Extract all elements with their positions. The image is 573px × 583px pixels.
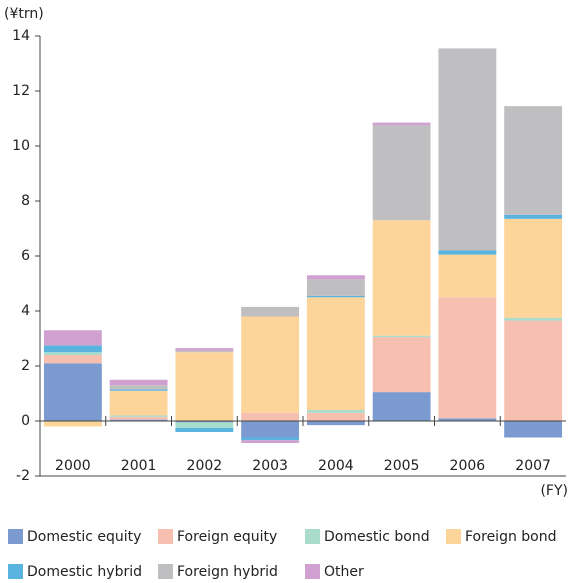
bar-segment — [504, 214, 563, 219]
bar-segment — [43, 345, 102, 353]
bar-segment — [109, 416, 168, 420]
legend-swatch — [8, 529, 23, 544]
bar-segment — [175, 352, 234, 421]
bar-segment — [175, 422, 234, 428]
x-tick-label: 2001 — [121, 458, 157, 474]
bar-segment — [43, 421, 102, 427]
y-tick-label: 0 — [21, 413, 30, 429]
legend-swatch — [158, 529, 173, 544]
legend-label: Other — [324, 564, 364, 580]
bar-segment — [241, 306, 300, 317]
bar-segment — [372, 337, 431, 393]
x-tick-label: 2004 — [318, 458, 354, 474]
bar-segment — [109, 419, 168, 421]
bar-segment — [438, 250, 497, 255]
x-tick-label: 2003 — [252, 458, 288, 474]
bar-segment — [43, 352, 102, 355]
bar-segment — [241, 316, 300, 413]
bar-segment — [109, 415, 168, 417]
bar-segment — [306, 275, 365, 280]
bar-segment — [109, 389, 168, 391]
bar-segment — [109, 385, 168, 390]
legend-swatch — [8, 564, 23, 579]
x-tick-label: 2005 — [384, 458, 420, 474]
bar-segment — [241, 421, 300, 438]
bar-segment — [306, 295, 365, 298]
x-axis-label: (FY) — [540, 483, 568, 499]
bar-segment — [372, 392, 431, 421]
legend-label: Domestic hybrid — [27, 564, 142, 580]
bar-segment — [438, 418, 497, 421]
legend-label: Foreign bond — [465, 529, 557, 545]
y-tick-label: -2 — [16, 468, 30, 484]
x-tick-label: 2007 — [515, 458, 551, 474]
legend-label: Domestic bond — [324, 529, 430, 545]
y-axis-label: (¥trn) — [4, 6, 44, 22]
y-tick-label: 6 — [21, 248, 30, 264]
y-tick-label: 10 — [12, 138, 30, 154]
bar-segment — [109, 390, 168, 416]
bar-segment — [175, 348, 234, 351]
bar-segment — [372, 125, 431, 221]
bar-segment — [175, 350, 234, 353]
bar-segment — [43, 330, 102, 346]
bar-segment — [43, 363, 102, 421]
bar-segment — [306, 412, 365, 421]
bar-segment — [241, 412, 300, 421]
y-tick-label: 4 — [21, 303, 30, 319]
bar-segment — [175, 427, 234, 432]
y-tick-label: 12 — [12, 83, 30, 99]
bar-segment — [175, 421, 234, 423]
y-tick-label: 2 — [21, 358, 30, 374]
bar-segment — [306, 410, 365, 413]
bar-segment — [306, 421, 365, 426]
bar-segment — [504, 421, 563, 438]
x-tick-label: 2006 — [450, 458, 486, 474]
bar-segment — [438, 254, 497, 298]
legend-label: Domestic equity — [27, 529, 141, 545]
bar-segment — [504, 320, 563, 421]
bar-segment — [241, 440, 300, 443]
legend-swatch — [305, 564, 320, 579]
bar-segment — [372, 122, 431, 126]
y-tick-label: 14 — [12, 28, 30, 44]
legend-swatch — [158, 564, 173, 579]
y-tick-label: 8 — [21, 193, 30, 209]
bar-segment — [372, 220, 431, 336]
bar-segment — [241, 437, 300, 441]
bar-segment — [372, 335, 431, 338]
legend-label: Foreign hybrid — [177, 564, 278, 580]
bar-segment — [306, 297, 365, 410]
bar-segment — [504, 317, 563, 321]
bar-segment — [109, 379, 168, 386]
x-tick-label: 2002 — [187, 458, 223, 474]
bar-segment — [438, 48, 497, 251]
bar-segment — [438, 297, 497, 419]
legend-label: Foreign equity — [177, 529, 277, 545]
bar-segment — [306, 279, 365, 296]
legend-swatch — [446, 529, 461, 544]
x-tick-label: 2000 — [55, 458, 91, 474]
legend-swatch — [305, 529, 320, 544]
bar-segment — [504, 106, 563, 215]
bar-segment — [504, 218, 563, 318]
bar-segment — [43, 355, 102, 364]
